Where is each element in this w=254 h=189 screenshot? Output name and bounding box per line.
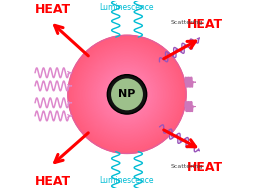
Circle shape <box>108 75 146 114</box>
Circle shape <box>106 73 148 116</box>
Circle shape <box>93 60 161 128</box>
Circle shape <box>121 88 133 100</box>
Circle shape <box>75 43 179 146</box>
Circle shape <box>95 63 159 126</box>
Circle shape <box>82 49 172 139</box>
Text: HEAT: HEAT <box>187 161 223 174</box>
Circle shape <box>114 81 140 108</box>
Text: HEAT: HEAT <box>35 175 71 188</box>
Circle shape <box>74 41 180 148</box>
Circle shape <box>89 57 165 132</box>
Text: Luminescence: Luminescence <box>100 176 154 185</box>
Circle shape <box>80 47 174 142</box>
Circle shape <box>91 59 163 130</box>
Circle shape <box>98 66 156 123</box>
Circle shape <box>102 69 152 119</box>
Circle shape <box>96 63 158 125</box>
Circle shape <box>101 68 153 120</box>
Circle shape <box>123 91 131 98</box>
Circle shape <box>125 93 129 96</box>
Circle shape <box>126 94 128 95</box>
Circle shape <box>69 37 185 152</box>
Circle shape <box>100 68 154 121</box>
Circle shape <box>86 53 168 136</box>
Circle shape <box>120 88 134 101</box>
Circle shape <box>90 57 164 131</box>
Circle shape <box>81 49 173 140</box>
Circle shape <box>116 83 138 105</box>
Circle shape <box>89 56 165 133</box>
Circle shape <box>84 52 170 137</box>
Circle shape <box>113 80 141 108</box>
Circle shape <box>78 46 176 143</box>
Circle shape <box>76 43 178 145</box>
Circle shape <box>94 61 160 128</box>
Circle shape <box>77 45 177 144</box>
Circle shape <box>123 90 131 99</box>
Circle shape <box>109 77 145 112</box>
Text: Scattering: Scattering <box>171 20 204 25</box>
Circle shape <box>124 91 130 97</box>
Circle shape <box>69 36 185 153</box>
Circle shape <box>72 39 182 150</box>
Circle shape <box>108 76 146 113</box>
Circle shape <box>122 89 132 100</box>
Circle shape <box>112 80 142 109</box>
Circle shape <box>103 71 151 118</box>
Circle shape <box>105 72 149 117</box>
Circle shape <box>94 62 160 127</box>
Text: HEAT: HEAT <box>35 3 71 16</box>
Circle shape <box>111 78 143 111</box>
Circle shape <box>106 74 148 115</box>
Circle shape <box>87 54 167 134</box>
Circle shape <box>112 79 142 110</box>
Circle shape <box>86 54 168 135</box>
Text: HEAT: HEAT <box>187 18 223 31</box>
Circle shape <box>117 84 137 105</box>
Circle shape <box>110 77 144 111</box>
Circle shape <box>125 92 129 97</box>
Circle shape <box>81 48 173 141</box>
Circle shape <box>83 51 171 138</box>
Circle shape <box>70 37 184 151</box>
Circle shape <box>118 85 136 103</box>
Circle shape <box>115 83 139 106</box>
Circle shape <box>120 87 134 102</box>
Circle shape <box>104 71 150 117</box>
Circle shape <box>71 38 183 150</box>
Text: Scattering: Scattering <box>171 163 204 169</box>
Circle shape <box>92 60 162 129</box>
Circle shape <box>91 58 163 131</box>
Circle shape <box>107 75 147 114</box>
Circle shape <box>85 52 169 136</box>
Text: Luminescence: Luminescence <box>100 3 154 12</box>
Circle shape <box>97 64 157 125</box>
Circle shape <box>83 50 171 139</box>
Circle shape <box>107 74 147 114</box>
Circle shape <box>99 66 155 122</box>
Circle shape <box>111 78 143 110</box>
Text: NP: NP <box>118 89 136 99</box>
Circle shape <box>98 65 156 124</box>
Circle shape <box>77 44 177 145</box>
Circle shape <box>103 70 151 119</box>
Circle shape <box>68 35 186 153</box>
Circle shape <box>88 55 166 133</box>
Circle shape <box>117 85 137 104</box>
Circle shape <box>79 46 175 142</box>
Circle shape <box>72 40 182 149</box>
Circle shape <box>119 86 135 102</box>
Circle shape <box>115 82 139 107</box>
Circle shape <box>100 67 154 122</box>
Circle shape <box>73 40 181 148</box>
Circle shape <box>74 42 180 147</box>
